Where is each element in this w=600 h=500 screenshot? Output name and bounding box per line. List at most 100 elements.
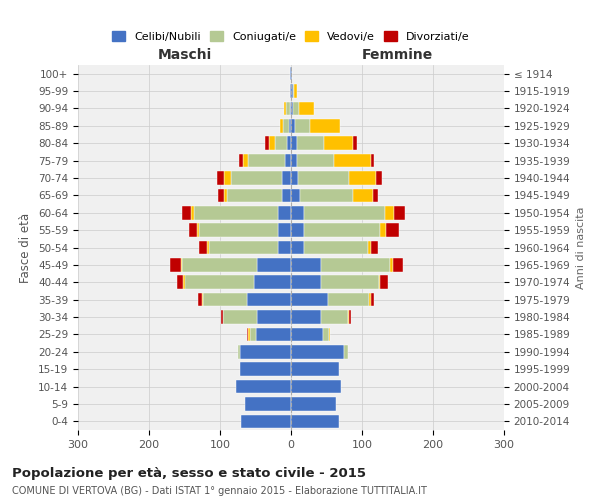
- Bar: [283, 171, 291, 185]
- Bar: [224, 188, 227, 202]
- Bar: [284, 102, 286, 115]
- Bar: [296, 154, 334, 168]
- Bar: [223, 310, 257, 324]
- Bar: [291, 224, 304, 237]
- Bar: [321, 276, 379, 289]
- Bar: [182, 258, 257, 272]
- Bar: [369, 293, 371, 306]
- Bar: [290, 67, 291, 80]
- Bar: [289, 119, 291, 132]
- Bar: [293, 102, 299, 115]
- Bar: [291, 258, 321, 272]
- Bar: [248, 328, 250, 341]
- Bar: [304, 224, 380, 237]
- Bar: [310, 119, 340, 132]
- Bar: [254, 276, 291, 289]
- Bar: [368, 240, 371, 254]
- Bar: [286, 154, 291, 168]
- Bar: [291, 276, 321, 289]
- Bar: [391, 258, 392, 272]
- Bar: [291, 397, 336, 410]
- Bar: [265, 136, 269, 150]
- Bar: [170, 258, 181, 272]
- Bar: [182, 206, 191, 220]
- Bar: [291, 154, 296, 168]
- Bar: [290, 84, 291, 98]
- Bar: [376, 171, 382, 185]
- Bar: [304, 240, 368, 254]
- Bar: [240, 362, 291, 376]
- Bar: [286, 102, 290, 115]
- Bar: [353, 188, 373, 202]
- Bar: [209, 240, 278, 254]
- Bar: [291, 414, 339, 428]
- Bar: [185, 276, 254, 289]
- Bar: [232, 171, 283, 185]
- Bar: [323, 136, 353, 150]
- Text: COMUNE DI VERTOVA (BG) - Dati ISTAT 1° gennaio 2015 - Elaborazione TUTTITALIA.IT: COMUNE DI VERTOVA (BG) - Dati ISTAT 1° g…: [12, 486, 427, 496]
- Bar: [291, 293, 328, 306]
- Text: Popolazione per età, sesso e stato civile - 2015: Popolazione per età, sesso e stato civil…: [12, 468, 366, 480]
- Bar: [287, 136, 291, 150]
- Bar: [385, 206, 394, 220]
- Bar: [296, 136, 323, 150]
- Bar: [291, 188, 299, 202]
- Bar: [257, 310, 291, 324]
- Legend: Celibi/Nubili, Coniugati/e, Vedovi/e, Divorziati/e: Celibi/Nubili, Coniugati/e, Vedovi/e, Di…: [108, 27, 474, 46]
- Bar: [203, 293, 247, 306]
- Bar: [250, 328, 256, 341]
- Bar: [392, 258, 403, 272]
- Bar: [178, 276, 183, 289]
- Bar: [217, 171, 224, 185]
- Bar: [278, 240, 291, 254]
- Bar: [298, 171, 349, 185]
- Bar: [349, 171, 376, 185]
- Bar: [283, 188, 291, 202]
- Bar: [245, 397, 291, 410]
- Bar: [236, 380, 291, 394]
- Bar: [243, 154, 248, 168]
- Bar: [299, 188, 353, 202]
- Y-axis label: Anni di nascita: Anni di nascita: [576, 206, 586, 289]
- Bar: [299, 102, 314, 115]
- Bar: [218, 188, 224, 202]
- Bar: [349, 310, 352, 324]
- Bar: [373, 188, 379, 202]
- Bar: [190, 224, 197, 237]
- Text: Maschi: Maschi: [157, 48, 212, 62]
- Bar: [291, 310, 321, 324]
- Bar: [380, 276, 388, 289]
- Bar: [238, 345, 240, 358]
- Y-axis label: Fasce di età: Fasce di età: [19, 212, 32, 282]
- Bar: [206, 240, 209, 254]
- Bar: [202, 293, 203, 306]
- Bar: [386, 224, 399, 237]
- Bar: [283, 119, 289, 132]
- Bar: [198, 293, 202, 306]
- Bar: [344, 345, 348, 358]
- Bar: [380, 224, 386, 237]
- Bar: [323, 328, 329, 341]
- Text: Femmine: Femmine: [362, 48, 433, 62]
- Bar: [241, 414, 291, 428]
- Bar: [291, 240, 304, 254]
- Bar: [291, 136, 296, 150]
- Bar: [181, 258, 182, 272]
- Bar: [239, 154, 243, 168]
- Bar: [353, 136, 357, 150]
- Bar: [394, 206, 404, 220]
- Bar: [291, 171, 298, 185]
- Bar: [321, 310, 348, 324]
- Bar: [291, 102, 293, 115]
- Bar: [348, 310, 349, 324]
- Bar: [247, 293, 291, 306]
- Bar: [278, 224, 291, 237]
- Bar: [183, 276, 185, 289]
- Bar: [291, 119, 295, 132]
- Bar: [275, 136, 287, 150]
- Bar: [329, 328, 330, 341]
- Bar: [227, 188, 283, 202]
- Bar: [191, 206, 194, 220]
- Bar: [248, 154, 286, 168]
- Bar: [321, 258, 391, 272]
